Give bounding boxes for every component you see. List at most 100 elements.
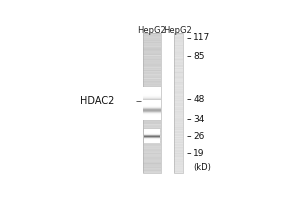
Bar [143, 108, 161, 109]
Bar [173, 88, 183, 89]
Bar [143, 107, 161, 108]
Bar [143, 163, 161, 164]
Bar [173, 55, 183, 56]
Bar [143, 125, 161, 126]
Bar [143, 48, 161, 49]
Bar [143, 145, 161, 146]
Bar [143, 49, 161, 50]
Bar [143, 36, 161, 37]
Bar [143, 100, 161, 101]
Bar [173, 142, 183, 143]
Bar [173, 111, 183, 112]
Bar [143, 137, 161, 138]
Bar [143, 34, 161, 35]
Bar [143, 66, 161, 67]
Bar [173, 71, 183, 72]
Text: HepG2: HepG2 [163, 26, 191, 35]
Bar [173, 106, 183, 107]
Bar [173, 53, 183, 54]
Bar [173, 131, 183, 132]
Bar [143, 120, 161, 121]
Bar [143, 114, 161, 115]
Bar [143, 164, 161, 165]
Bar [143, 119, 161, 120]
Bar [143, 67, 161, 68]
Bar [143, 90, 161, 91]
Bar [173, 62, 183, 63]
Bar [173, 138, 183, 139]
Bar [173, 97, 183, 98]
Bar [143, 146, 161, 147]
Bar [143, 114, 161, 115]
Bar [173, 155, 183, 156]
Bar [173, 134, 183, 135]
Bar [143, 108, 161, 109]
Bar [173, 79, 183, 80]
Bar [143, 82, 161, 83]
Bar [143, 131, 161, 132]
Bar [173, 116, 183, 117]
Bar [173, 42, 183, 43]
Bar [173, 115, 183, 116]
Bar [143, 117, 161, 118]
Bar [143, 101, 161, 102]
Bar [173, 78, 183, 79]
Bar [143, 101, 161, 102]
Bar [173, 73, 183, 74]
Bar [173, 90, 183, 91]
Bar [173, 150, 183, 151]
Bar [173, 170, 183, 171]
Bar [143, 68, 161, 69]
Bar [173, 154, 183, 155]
Bar [173, 113, 183, 114]
Bar [173, 52, 183, 53]
Bar [143, 47, 161, 48]
Bar [173, 160, 183, 161]
Bar [143, 165, 161, 166]
Bar [173, 172, 183, 173]
Bar [173, 94, 183, 95]
Bar [173, 63, 183, 64]
Bar [143, 102, 161, 103]
Bar [173, 77, 183, 78]
Text: 19: 19 [193, 149, 205, 158]
Text: HDAC2: HDAC2 [80, 96, 114, 106]
Bar [143, 111, 161, 112]
Bar [173, 83, 183, 84]
Bar [173, 171, 183, 172]
Bar [143, 94, 161, 95]
Bar [173, 95, 183, 96]
Bar [173, 136, 183, 137]
Bar [143, 111, 161, 112]
Bar [143, 123, 161, 124]
Bar [173, 162, 183, 163]
Bar [173, 48, 183, 49]
Bar [143, 103, 161, 104]
Bar [143, 101, 161, 102]
Bar [143, 103, 161, 104]
Bar [173, 46, 183, 47]
Bar [173, 69, 183, 70]
Text: (kD): (kD) [193, 163, 211, 172]
Bar [173, 85, 183, 86]
Bar [143, 118, 161, 119]
Bar [143, 79, 161, 80]
Bar [143, 95, 161, 96]
Bar [143, 116, 161, 117]
Bar [173, 89, 183, 90]
Bar [173, 135, 183, 136]
Bar [143, 50, 161, 51]
Bar [143, 45, 161, 46]
Bar [143, 118, 161, 119]
Bar [173, 57, 183, 58]
Bar [143, 113, 161, 114]
Bar [173, 35, 183, 36]
Bar [143, 138, 161, 139]
Bar [143, 112, 161, 113]
Bar [173, 125, 183, 126]
Bar [143, 110, 161, 111]
Bar [173, 161, 183, 162]
Bar [173, 118, 183, 119]
Bar [143, 92, 161, 93]
Bar [143, 69, 161, 70]
